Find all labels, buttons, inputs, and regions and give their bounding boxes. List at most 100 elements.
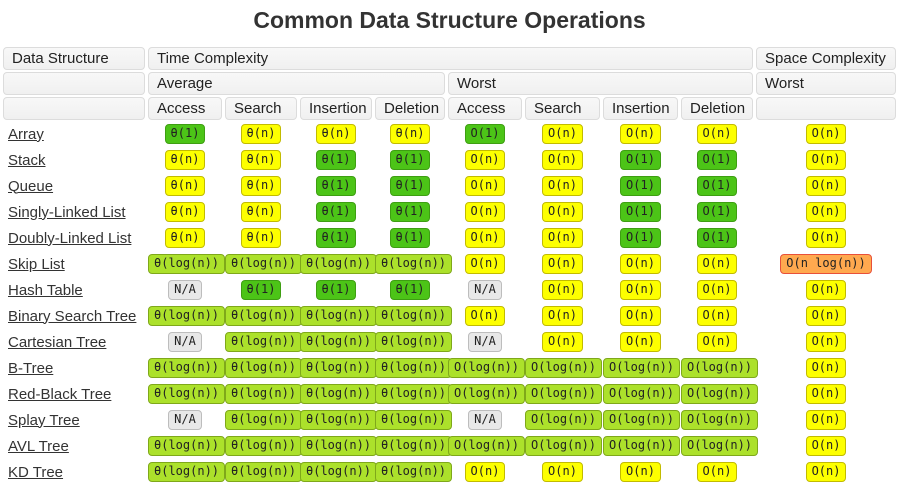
complexity-badge-yellow: O(n): [542, 462, 583, 482]
complexity-badge-green: θ(1): [389, 228, 431, 248]
complexity-badge-yellowgreen: θ(log(n)): [225, 462, 303, 482]
complexity-badge-yellowgreen: θ(log(n)): [375, 306, 453, 326]
data-structure-link[interactable]: Red-Black Tree: [8, 385, 112, 403]
cell-avg-deletion: θ(1): [375, 174, 445, 198]
complexity-badge-yellowgreen: θ(log(n)): [375, 254, 453, 274]
page-title: Common Data Structure Operations: [253, 7, 646, 33]
data-structure-link[interactable]: Doubly-Linked List: [8, 229, 132, 247]
cell-avg-search: θ(log(n)): [225, 408, 303, 432]
data-structure-cell: Stack: [3, 148, 145, 172]
header-avg-deletion: Deletion: [375, 97, 445, 120]
complexity-badge-yellowgreen: O(log(n)): [448, 358, 526, 378]
data-structure-cell: Singly-Linked List: [3, 200, 145, 224]
cell-avg-insertion: θ(log(n)): [300, 356, 378, 380]
cell-worst-access: O(1): [448, 122, 522, 146]
complexity-badge-green: θ(1): [315, 202, 357, 222]
cell-avg-deletion: θ(log(n)): [375, 382, 453, 406]
complexity-badge-yellow: θ(n): [164, 176, 206, 196]
table-row: Splay Tree N/A θ(log(n)) θ(log(n)) θ(log(n))…: [3, 408, 896, 432]
complexity-badge-yellow: O(n): [620, 280, 661, 300]
header-avg-search: Search: [225, 97, 297, 120]
cell-avg-deletion: θ(1): [375, 278, 445, 302]
cell-worst-deletion: O(log(n)): [681, 408, 759, 432]
cell-space-worst: O(n): [756, 356, 896, 380]
cell-worst-insertion: O(log(n)): [603, 408, 681, 432]
table-row: Hash Table N/A θ(1) θ(1) θ(1) N/A O(n) O(n) O(n)…: [3, 278, 896, 302]
cell-space-worst: O(n): [756, 408, 896, 432]
complexity-badge-yellowgreen: θ(log(n)): [225, 254, 303, 274]
table-row: Binary Search Tree θ(log(n)) θ(log(n)) θ(lo…: [3, 304, 896, 328]
complexity-badge-yellowgreen: θ(log(n)): [375, 384, 453, 404]
complexity-badge-yellowgreen: θ(log(n)): [300, 410, 378, 430]
complexity-badge-yellow: θ(n): [240, 176, 282, 196]
data-structure-cell: Cartesian Tree: [3, 330, 145, 354]
cell-worst-access: O(log(n)): [448, 382, 526, 406]
complexity-badge-yellow: O(n): [464, 306, 506, 326]
complexity-badge-yellow: O(n): [805, 410, 847, 430]
data-structure-link[interactable]: Skip List: [8, 255, 65, 273]
complexity-badge-yellow: O(n): [805, 124, 847, 144]
table-row: Queue θ(n) θ(n) θ(1) θ(1) O(n) O(n) O(1) O(1) O(n…: [3, 174, 896, 198]
cell-avg-access: θ(n): [148, 200, 222, 224]
header-space-worst: Worst: [756, 72, 897, 95]
complexity-badge-yellow: O(n): [805, 176, 847, 196]
data-structure-link[interactable]: KD Tree: [8, 463, 64, 481]
complexity-badge-yellow: O(n): [464, 462, 506, 482]
complexity-badge-yellowgreen: O(log(n)): [448, 436, 526, 456]
data-structure-link[interactable]: Queue: [8, 177, 54, 195]
cell-avg-access: θ(n): [148, 174, 222, 198]
complexity-badge-green: θ(1): [315, 228, 357, 248]
cell-worst-insertion: O(n): [603, 278, 678, 302]
cell-worst-insertion: O(n): [603, 460, 678, 484]
cell-avg-search: θ(n): [225, 174, 297, 198]
complexity-badge-yellowgreen: θ(log(n)): [148, 436, 226, 456]
complexity-badge-yellowgreen: O(log(n)): [525, 384, 603, 404]
cell-space-worst: O(n): [756, 122, 896, 146]
data-structure-cell: Skip List: [3, 252, 145, 276]
complexity-badge-yellowgreen: O(log(n)): [681, 436, 759, 456]
cell-avg-access: θ(log(n)): [148, 304, 226, 328]
cell-avg-insertion: θ(log(n)): [300, 460, 378, 484]
cell-worst-access: O(n): [448, 226, 522, 250]
cell-avg-insertion: θ(1): [300, 174, 372, 198]
complexity-badge-green: θ(1): [164, 124, 206, 144]
complexity-badge-green: O(1): [696, 228, 738, 248]
cell-space-worst: O(n): [756, 330, 896, 354]
cell-avg-deletion: θ(log(n)): [375, 408, 453, 432]
complexity-badge-green: O(1): [620, 228, 661, 248]
complexity-badge-green: θ(1): [389, 150, 431, 170]
cell-worst-search: O(log(n)): [525, 434, 603, 458]
complexity-badge-yellowgreen: θ(log(n)): [300, 462, 378, 482]
data-structure-link[interactable]: AVL Tree: [8, 437, 69, 455]
cell-worst-access: O(n): [448, 174, 522, 198]
cell-avg-insertion: θ(log(n)): [300, 408, 378, 432]
complexity-badge-yellowgreen: θ(log(n)): [148, 254, 226, 274]
data-structure-link[interactable]: Splay Tree: [8, 411, 80, 429]
cell-avg-access: θ(log(n)): [148, 252, 226, 276]
data-structure-link[interactable]: Array: [8, 125, 44, 143]
cell-avg-insertion: θ(log(n)): [300, 382, 378, 406]
data-structure-link[interactable]: Singly-Linked List: [8, 203, 126, 221]
cell-avg-search: θ(log(n)): [225, 434, 303, 458]
complexity-badge-yellowgreen: θ(log(n)): [300, 306, 378, 326]
cell-worst-deletion: O(1): [681, 174, 753, 198]
cell-worst-deletion: O(n): [681, 122, 753, 146]
data-structure-link[interactable]: Cartesian Tree: [8, 333, 107, 351]
data-structure-link[interactable]: Stack: [8, 151, 46, 169]
table-row: AVL Tree θ(log(n)) θ(log(n)) θ(log(n)) θ(log…: [3, 434, 896, 458]
complexity-badge-yellowgreen: θ(log(n)): [225, 436, 303, 456]
data-structure-link[interactable]: Hash Table: [8, 281, 83, 299]
complexity-badge-yellowgreen: θ(log(n)): [375, 332, 453, 352]
complexity-badge-na: N/A: [468, 410, 502, 430]
header-spacer: [756, 97, 897, 120]
cell-worst-access: O(n): [448, 252, 522, 276]
data-structure-link[interactable]: B-Tree: [8, 359, 54, 377]
cell-worst-insertion: O(log(n)): [603, 434, 681, 458]
data-structure-link[interactable]: Binary Search Tree: [8, 307, 137, 325]
complexity-badge-yellowgreen: θ(log(n)): [225, 358, 303, 378]
cell-worst-search: O(n): [525, 460, 600, 484]
cell-worst-deletion: O(n): [681, 304, 753, 328]
cell-worst-insertion: O(log(n)): [603, 382, 681, 406]
data-structure-cell: Hash Table: [3, 278, 145, 302]
table-row: Skip List θ(log(n)) θ(log(n)) θ(log(n)) θ(lo…: [3, 252, 896, 276]
